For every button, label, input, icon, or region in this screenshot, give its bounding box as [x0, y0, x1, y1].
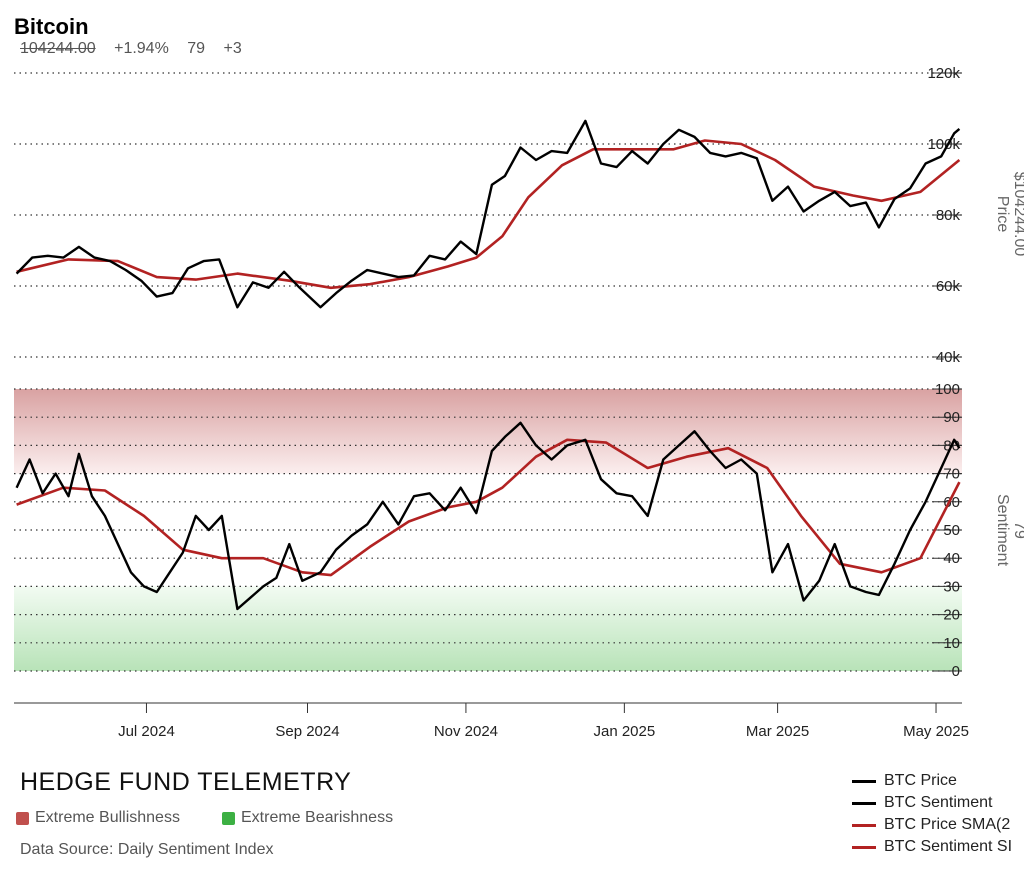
price-tick-label: 60k [936, 278, 961, 295]
price-axis-title-label: Price [994, 196, 1011, 233]
legend-item-price-sma[interactable]: BTC Price SMA(2 [852, 814, 1024, 836]
price-value: 104244.00 [20, 40, 96, 57]
sentiment-axis-title: Sentiment 79 [994, 494, 1024, 567]
x-tick-label: Sep 2024 [275, 723, 339, 740]
sentiment-sma-line [16, 438, 961, 577]
bullish-key-label: Extreme Bullishness [35, 809, 180, 826]
bearish-key-label: Extreme Bearishness [241, 809, 394, 826]
legend-line-icon [852, 845, 876, 849]
sentiment-tick-label: 20 [943, 607, 960, 624]
sentiment-tick-label: 30 [943, 578, 960, 595]
legend-line-icon [852, 823, 876, 827]
sentiment-axis-title-label: Sentiment [994, 494, 1011, 567]
price-change: +1.94% [114, 40, 169, 57]
legend-label: BTC Sentiment [884, 794, 993, 811]
legend-line-icon [852, 779, 876, 783]
sentiment-tick-label: 70 [943, 466, 960, 483]
price-axis-title-value: $104244.00 [1011, 172, 1024, 257]
sentiment-tick-label: 10 [943, 635, 960, 652]
x-tick-label: Jul 2024 [118, 723, 175, 740]
bullish-swatch [16, 811, 29, 825]
legend-label: BTC Price SMA(2 [884, 816, 1011, 833]
legend-label: BTC Price [884, 772, 957, 789]
legend-line-icon [852, 801, 876, 805]
x-tick-label: Jan 2025 [593, 723, 655, 740]
sentiment-tick-label: 40 [943, 550, 960, 567]
sentiment-tick-label: 100 [935, 381, 960, 398]
btc-price-sentiment-chart: 40k60k80k100k120k0102030405060708090100J… [14, 65, 1024, 740]
bullish-zone-key: Extreme Bullishness [16, 809, 180, 827]
bearish-zone [14, 586, 962, 671]
price-tick-label: 120k [927, 65, 960, 82]
price-line [15, 119, 961, 309]
price-axis-title: Price $104244.00 [994, 172, 1024, 257]
sentiment-change: +3 [223, 40, 242, 57]
legend-item-sentiment-sma[interactable]: BTC Sentiment SI [852, 836, 1024, 858]
price-tick-label: 80k [936, 207, 961, 224]
chart-title: Bitcoin [14, 14, 89, 39]
sentiment-axis-title-value: 79 [1011, 521, 1024, 539]
bearish-zone-key: Extreme Bearishness [222, 809, 393, 827]
bearish-swatch [222, 811, 235, 825]
price-sma-line [16, 139, 961, 290]
x-tick-label: Nov 2024 [434, 723, 498, 740]
summary-line: 104244.00 +1.94% 79 +3 [20, 40, 256, 58]
price-tick-label: 40k [936, 349, 961, 366]
x-tick-label: Mar 2025 [746, 723, 809, 740]
sentiment-line [15, 421, 961, 611]
x-tick-label: May 2025 [903, 723, 969, 740]
sentiment-tick-label: 90 [943, 409, 960, 426]
price-tick-label: 100k [927, 136, 960, 153]
sentiment-value: 79 [187, 40, 206, 57]
legend-item-btc-price[interactable]: BTC Price [852, 770, 1024, 792]
brand-name: HEDGE FUND TELEMETRY [20, 768, 352, 796]
chart-legend: BTC Price BTC Sentiment BTC Price SMA(2 … [852, 770, 1024, 858]
sentiment-tick-label: 0 [952, 663, 960, 680]
legend-item-btc-sentiment[interactable]: BTC Sentiment [852, 792, 1024, 814]
bullish-zone [14, 389, 962, 474]
sentiment-tick-label: 50 [943, 522, 960, 539]
data-source: Data Source: Daily Sentiment Index [20, 841, 274, 858]
legend-label: BTC Sentiment SI [884, 838, 1013, 855]
